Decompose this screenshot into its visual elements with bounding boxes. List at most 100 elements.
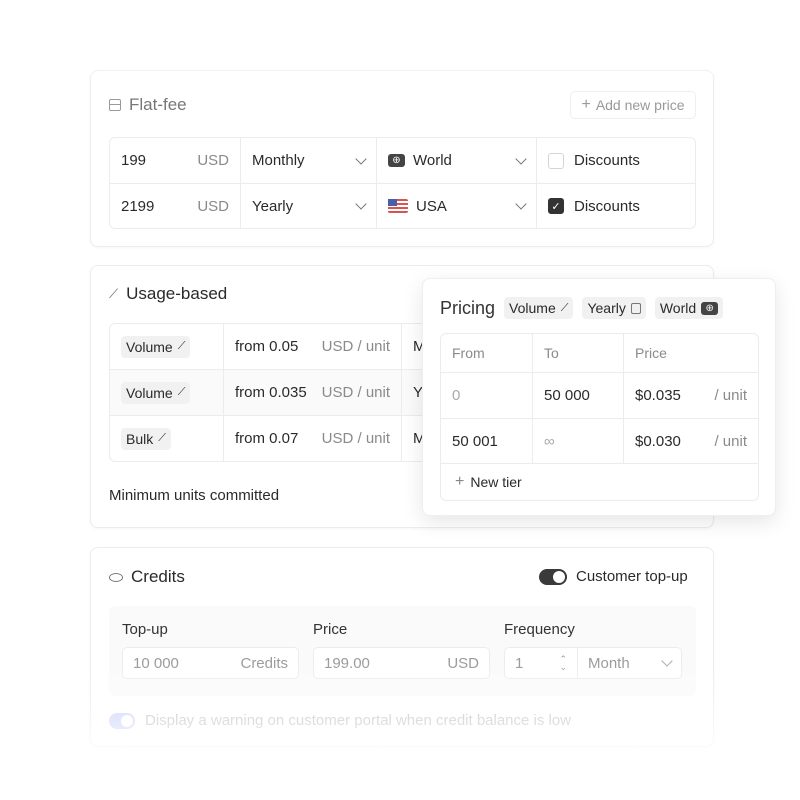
table-row[interactable]: Volume ⟋ from 0.035 USD / unit Y bbox=[110, 369, 438, 415]
plus-icon: + bbox=[455, 473, 465, 490]
table-row: 0 50 000 $0.035 / unit bbox=[441, 372, 758, 418]
world-chip[interactable]: World ⊕ bbox=[654, 297, 724, 319]
coin-icon bbox=[109, 572, 123, 582]
table-row: 199 USD Monthly ⊕ World Discounts bbox=[110, 138, 695, 183]
customer-topup-label: Customer top-up bbox=[576, 568, 688, 585]
header-to: To bbox=[532, 334, 623, 372]
price-input[interactable]: $0.035 / unit bbox=[623, 373, 758, 418]
usage-table: Volume ⟋ from 0.05 USD / unit M Volume ⟋ fr… bbox=[109, 323, 439, 462]
unit: / unit bbox=[714, 387, 747, 404]
model-chip: Volume ⟋ bbox=[121, 381, 191, 404]
minimum-units-label: Minimum units committed bbox=[109, 487, 280, 504]
price: $0.035 bbox=[635, 387, 681, 404]
tier-table: From To Price 0 50 000 $0.035 / unit 50 0… bbox=[440, 333, 759, 501]
header-price: Price bbox=[623, 334, 758, 372]
toggle-switch[interactable] bbox=[539, 568, 567, 585]
region-select[interactable]: ⊕ World bbox=[376, 138, 536, 183]
globe-icon: ⊕ bbox=[388, 154, 405, 167]
to-input[interactable]: ∞ bbox=[532, 419, 623, 463]
amount: 199 bbox=[121, 152, 147, 169]
plus-icon: + bbox=[581, 96, 591, 113]
price-value: 199.00 bbox=[324, 654, 370, 672]
flat-fee-label: Flat-fee bbox=[129, 95, 187, 114]
calendar-icon bbox=[630, 302, 641, 314]
period-select[interactable]: Monthly bbox=[240, 138, 376, 183]
flat-fee-table: 199 USD Monthly ⊕ World Discounts 2199 USD … bbox=[109, 137, 696, 229]
topup-unit: Credits bbox=[240, 654, 288, 672]
table-header: From To Price bbox=[441, 334, 758, 372]
customer-topup-toggle[interactable]: Customer top-up bbox=[539, 568, 688, 585]
table-row: 50 001 ∞ $0.030 / unit bbox=[441, 418, 758, 463]
model: Bulk bbox=[126, 430, 154, 447]
add-new-price-button[interactable]: + Add new price bbox=[570, 91, 696, 119]
line-chart-icon: ⟋ bbox=[109, 286, 119, 301]
price: $0.030 bbox=[635, 432, 681, 450]
model: Volume bbox=[126, 338, 173, 355]
region: World bbox=[413, 152, 452, 169]
chip-label: Volume bbox=[509, 300, 556, 316]
currency: USD bbox=[197, 197, 229, 215]
toggle-switch[interactable] bbox=[109, 712, 135, 729]
chevron-down-icon bbox=[515, 198, 527, 210]
table-row[interactable]: Volume ⟋ from 0.05 USD / unit M bbox=[110, 324, 438, 369]
from-input[interactable]: 50 001 bbox=[452, 432, 498, 450]
low-balance-warning-toggle[interactable]: Display a warning on customer portal whe… bbox=[109, 712, 571, 729]
frequency-stepper[interactable]: 1 ⌃ ⌄ bbox=[504, 647, 578, 679]
discounts-label: Discounts bbox=[574, 152, 640, 169]
credits-label: Credits bbox=[131, 567, 185, 586]
unit: / unit bbox=[714, 432, 747, 450]
volume-chip[interactable]: Volume ⟋ bbox=[504, 297, 574, 319]
amount-input[interactable]: 2199 USD bbox=[110, 184, 240, 228]
price: from 0.05 bbox=[235, 338, 299, 355]
line-chart-icon: ⟋ bbox=[560, 301, 569, 314]
discounts-label: Discounts bbox=[574, 197, 640, 215]
frequency-label: Frequency bbox=[504, 621, 575, 638]
frequency-period: Month bbox=[588, 654, 630, 672]
price-input[interactable]: 199.00 USD bbox=[313, 647, 490, 679]
us-flag-icon bbox=[388, 199, 408, 213]
line-chart-icon: ⟋ bbox=[177, 340, 186, 352]
stepper-icon[interactable]: ⌃ ⌄ bbox=[559, 654, 567, 672]
frequency-period-select[interactable]: Month bbox=[577, 647, 682, 679]
flat-fee-icon bbox=[109, 99, 121, 111]
amount-input[interactable]: 199 USD bbox=[110, 138, 240, 183]
chip-label: Yearly bbox=[587, 300, 626, 316]
credits-title: Credits bbox=[109, 567, 185, 587]
unit: USD / unit bbox=[321, 430, 390, 447]
pricing-popover: Pricing Volume ⟋ Yearly World ⊕ From To Pr… bbox=[422, 278, 776, 516]
line-chart-icon: ⟋ bbox=[158, 432, 166, 444]
low-balance-warning-label: Display a warning on customer portal whe… bbox=[145, 712, 572, 729]
unit: USD / unit bbox=[321, 384, 390, 401]
new-tier-button[interactable]: + New tier bbox=[441, 463, 758, 500]
checkbox-icon bbox=[548, 152, 564, 169]
region-select[interactable]: USA bbox=[376, 184, 536, 228]
frequency-value: 1 bbox=[515, 654, 524, 672]
flat-fee-title: Flat-fee bbox=[109, 95, 187, 115]
pricing-title: Pricing bbox=[440, 297, 496, 318]
topup-label: Top-up bbox=[122, 621, 168, 638]
period: Yearly bbox=[252, 197, 294, 215]
discounts-checkbox[interactable]: Discounts bbox=[536, 138, 695, 183]
topup-value: 10 000 bbox=[133, 654, 179, 672]
amount: 2199 bbox=[121, 197, 155, 215]
add-new-price-label: Add new price bbox=[595, 97, 685, 113]
model-chip: Bulk ⟋ bbox=[121, 427, 171, 450]
topup-input[interactable]: 10 000 Credits bbox=[122, 647, 299, 679]
from-input[interactable]: 0 bbox=[452, 387, 461, 404]
unit: USD / unit bbox=[321, 338, 390, 355]
line-chart-icon: ⟋ bbox=[177, 386, 186, 398]
new-tier-label: New tier bbox=[470, 474, 522, 490]
currency: USD bbox=[197, 152, 229, 169]
table-row: 2199 USD Yearly USA ✓ Discounts bbox=[110, 183, 695, 228]
period-select[interactable]: Yearly bbox=[240, 184, 376, 228]
chip-label: World bbox=[659, 300, 697, 316]
table-row[interactable]: Bulk ⟋ from 0.07 USD / unit M bbox=[110, 415, 438, 461]
price-label: Price bbox=[313, 621, 348, 638]
checkmark-icon: ✓ bbox=[548, 198, 564, 214]
usage-based-title: ⟋ Usage-based bbox=[109, 284, 227, 304]
chevron-down-icon bbox=[661, 655, 673, 667]
yearly-chip[interactable]: Yearly bbox=[582, 297, 646, 319]
discounts-checkbox[interactable]: ✓ Discounts bbox=[536, 184, 695, 228]
to-input[interactable]: 50 000 bbox=[532, 373, 623, 418]
price-input[interactable]: $0.030 / unit bbox=[623, 419, 758, 463]
